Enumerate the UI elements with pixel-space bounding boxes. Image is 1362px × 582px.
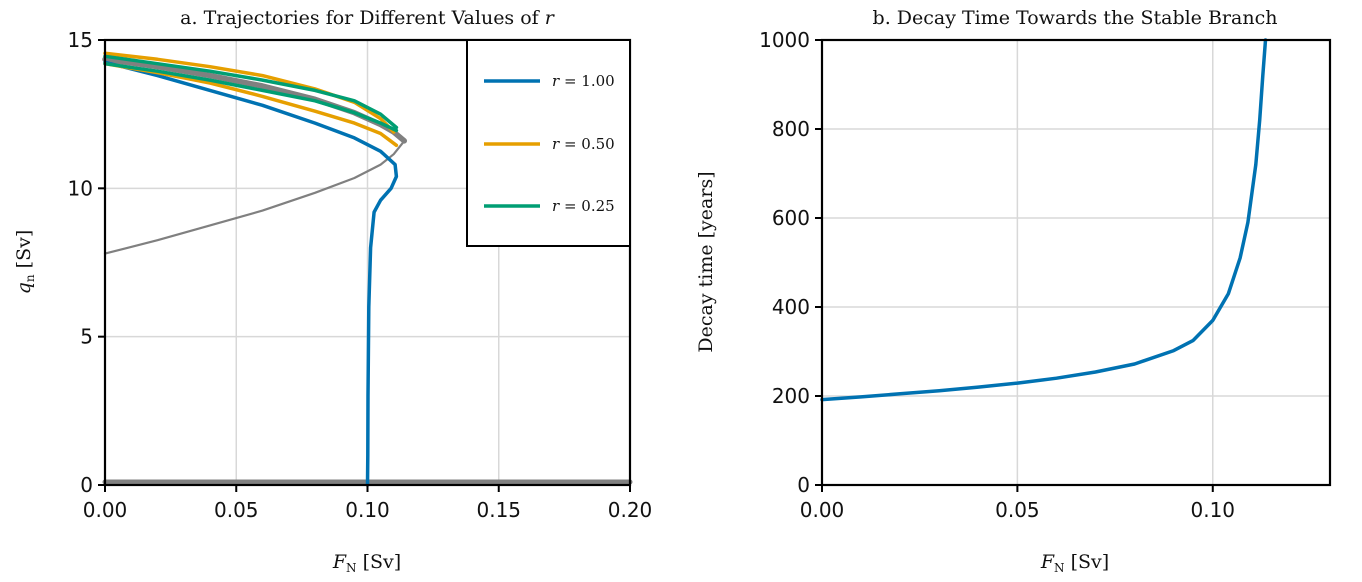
panel-b-y-tick-label: 0 — [797, 473, 810, 497]
panel-b-x-axis-label: FN [Sv] — [1040, 551, 1109, 575]
panel-b-tick-labels: 0.00 0.05 0.10 0 200 400 600 800 1000 — [759, 28, 1235, 522]
panel-a-y-tick-label: 5 — [80, 325, 93, 349]
panel-a-branch-line — [103, 139, 406, 255]
panel-a-y-tick-label: 15 — [68, 28, 93, 52]
legend-label-r050: r = 0.50 — [552, 135, 615, 153]
panel-b-grid — [821, 39, 1330, 486]
panel-b-y-tick-label: 1000 — [759, 28, 810, 52]
panel-a-series-line — [103, 51, 396, 134]
panel-b-x-tick-label: 0.10 — [1191, 498, 1236, 522]
panel-b-y-tick-label: 800 — [772, 117, 810, 141]
panel-a-series-line — [103, 61, 399, 148]
panel-b-x-tick-label: 0.00 — [800, 498, 845, 522]
panel-b-frame — [820, 38, 1332, 487]
panel-a-frame — [103, 38, 632, 487]
panel-a-tick-labels: 0.00 0.05 0.10 0.15 0.20 0 5 10 15 — [68, 28, 653, 522]
panel-b-x-tick-label: 0.05 — [995, 498, 1040, 522]
panel-b-series-lines — [820, 38, 1268, 402]
panel-a-x-tick-label: 0.15 — [476, 498, 521, 522]
panel-a-x-tick-label: 0.20 — [608, 498, 653, 522]
panel-b-y-axis-label: Decay time [years] — [695, 171, 717, 352]
panel-a-y-axis-label: qn [Sv] — [13, 230, 37, 295]
panel-a-series-lines — [103, 51, 399, 487]
panel-a-x-axis-label: FN [Sv] — [332, 551, 401, 575]
panel-a-x-tick-label: 0.10 — [345, 498, 390, 522]
panel-a-series-line — [103, 60, 399, 487]
panel-b-series-line — [820, 38, 1268, 402]
panel-b-y-tick-label: 400 — [772, 295, 810, 319]
panel-a-y-tick-label: 0 — [80, 473, 93, 497]
panel-a-chart: a. Trajectories for Different Values of … — [13, 7, 652, 575]
panel-a-series-line — [103, 61, 399, 133]
legend-label-r100: r = 1.00 — [552, 72, 615, 90]
panel-a-x-tick-label: 0.05 — [214, 498, 259, 522]
legend-label-r025: r = 0.25 — [552, 197, 615, 215]
panel-b-y-tick-label: 200 — [772, 384, 810, 408]
panel-a-legend: r = 1.00 r = 0.50 r = 0.25 — [466, 39, 631, 247]
panel-a-title: a. Trajectories for Different Values of … — [180, 7, 556, 29]
panel-b-chart: b. Decay Time Towards the Stable Branch … — [695, 7, 1332, 575]
panel-a-y-tick-label: 10 — [68, 176, 93, 200]
panel-b-title: b. Decay Time Towards the Stable Branch — [873, 7, 1278, 29]
panel-b-y-tick-label: 600 — [772, 206, 810, 230]
panel-a-series-line — [103, 54, 399, 130]
panel-a-x-tick-label: 0.00 — [83, 498, 128, 522]
